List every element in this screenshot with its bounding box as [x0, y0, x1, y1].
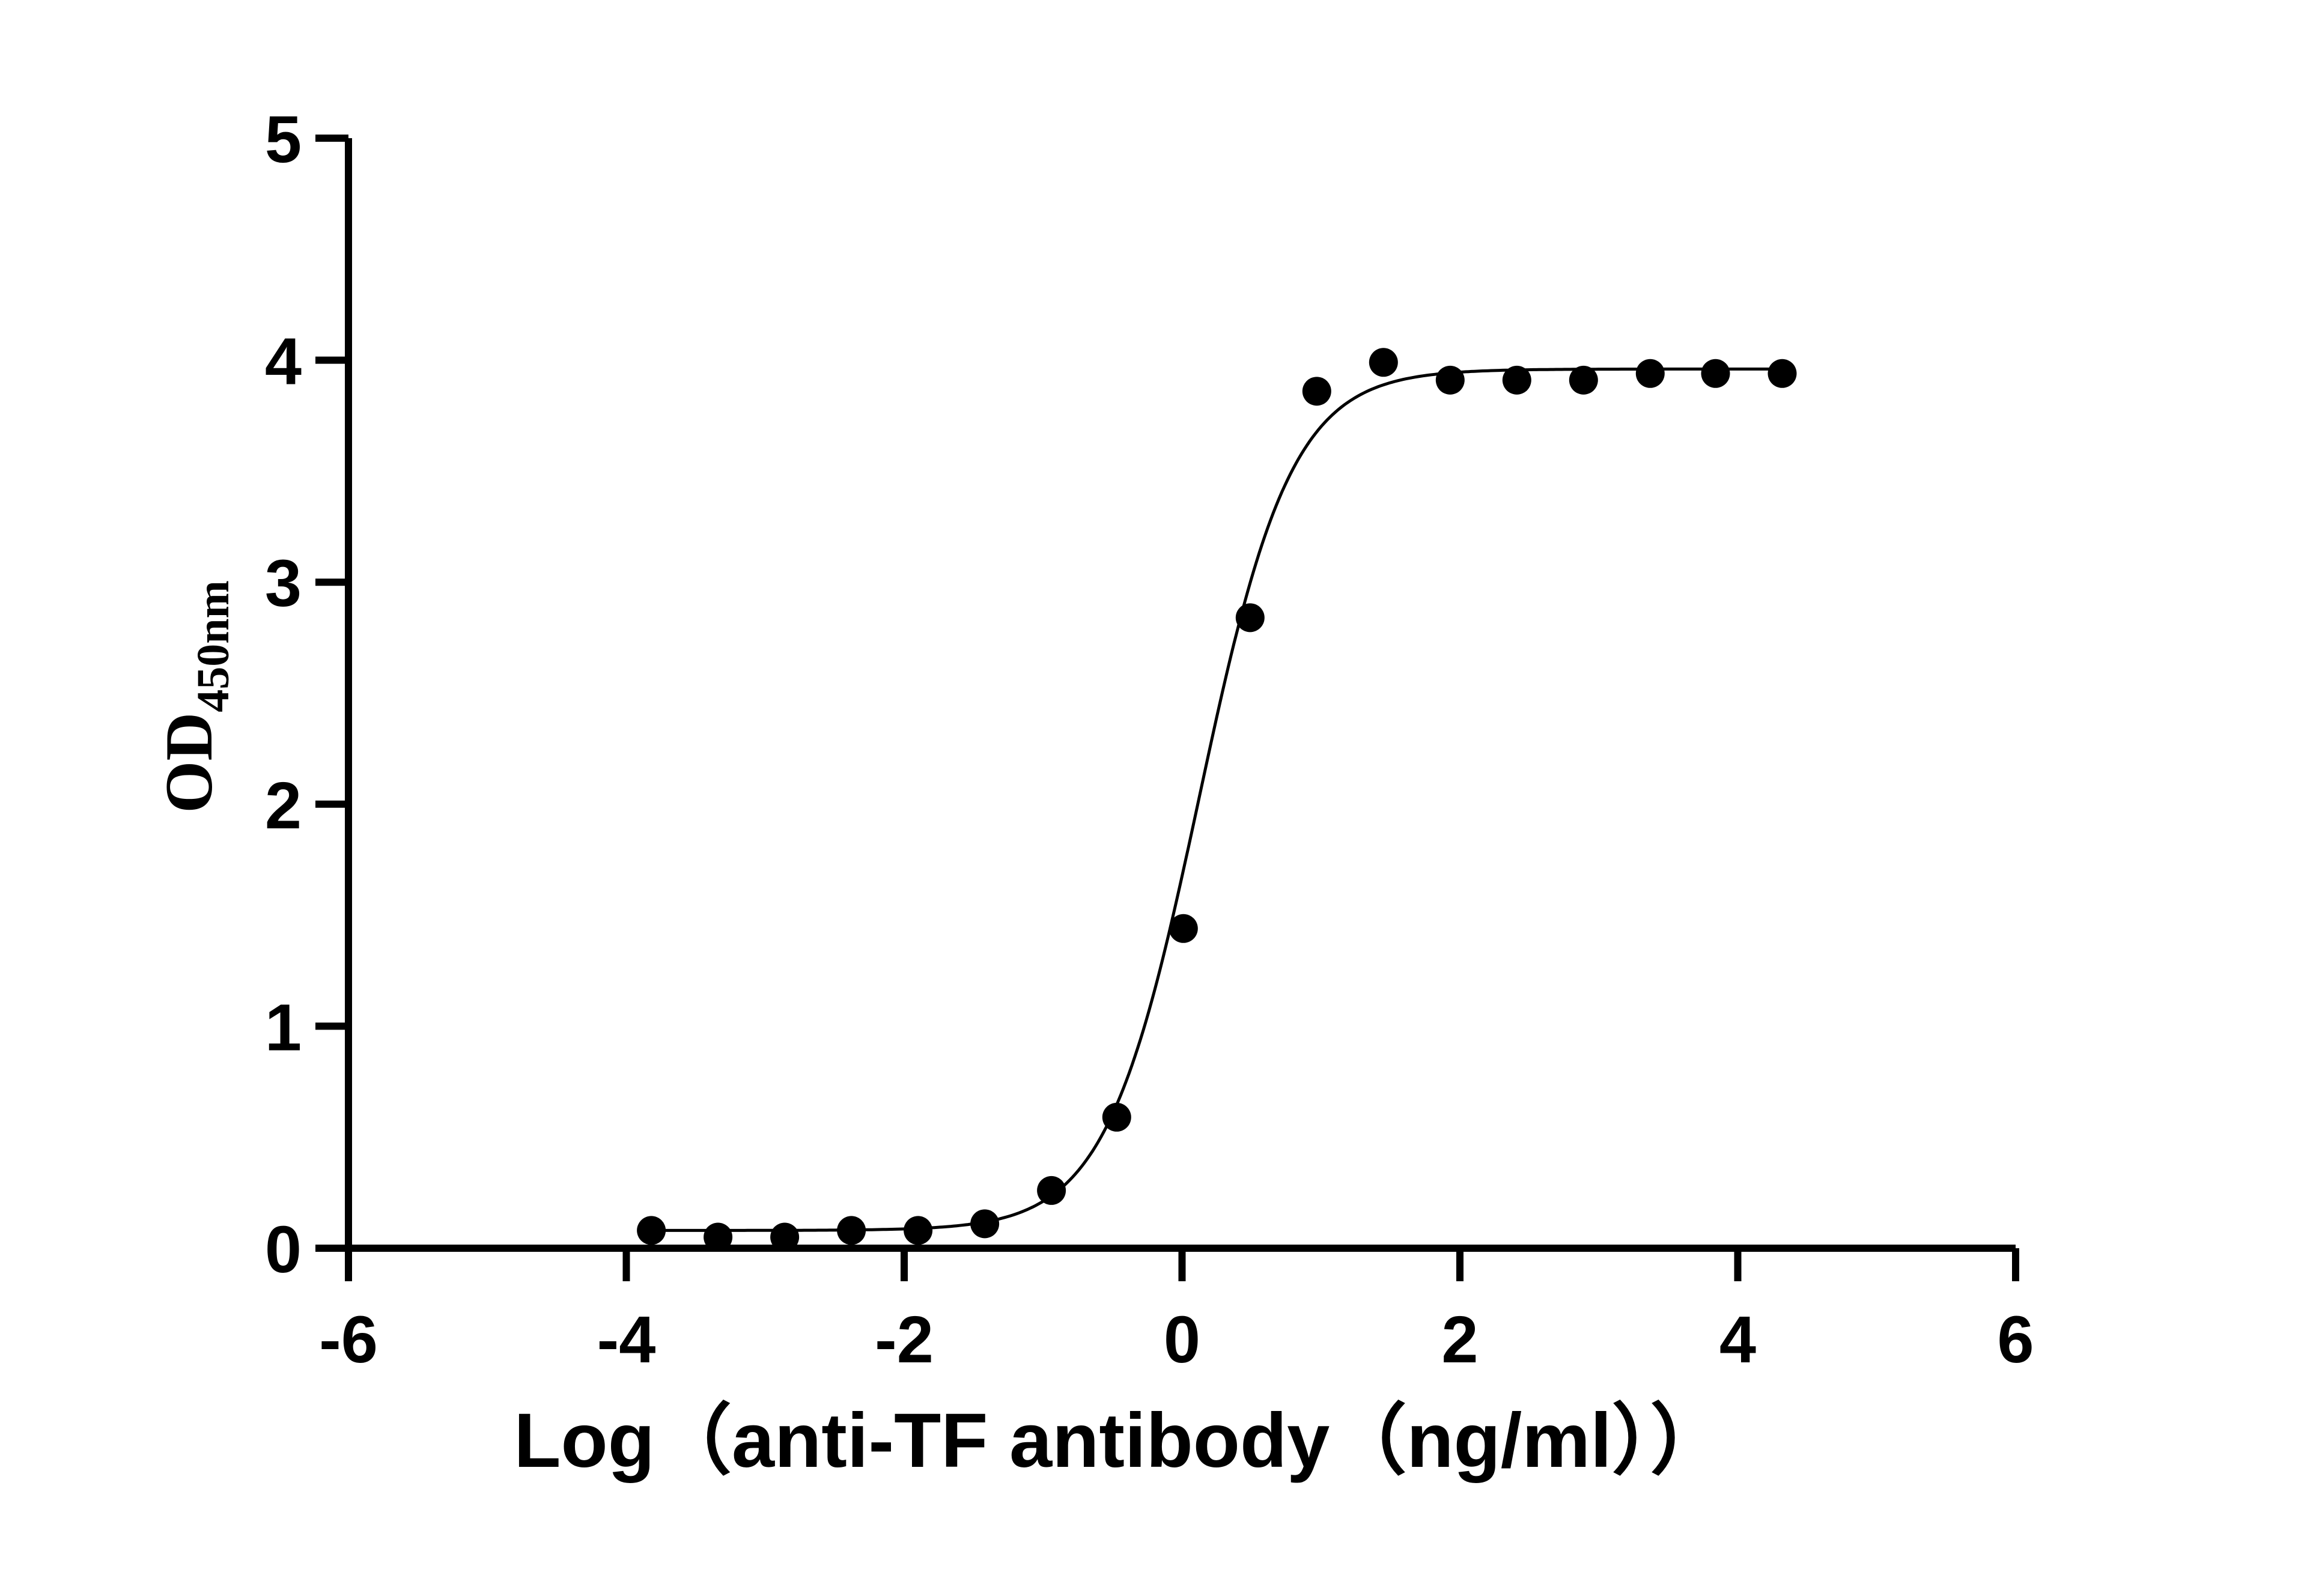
x-tick-label: 2 — [1441, 1303, 1478, 1377]
x-tick-label: 0 — [1164, 1303, 1200, 1377]
data-point — [770, 1222, 800, 1252]
y-axis-label-main: OD — [152, 712, 226, 813]
data-point — [1767, 359, 1797, 388]
data-point — [1235, 603, 1265, 633]
data-point — [1635, 359, 1665, 388]
data-point — [1102, 1102, 1131, 1132]
x-tick-label: 6 — [1997, 1303, 2034, 1377]
data-point — [1435, 365, 1465, 395]
svg-text:OD450nm: OD450nm — [152, 580, 239, 813]
axes: -6 -4 -2 0 2 4 6 0 1 2 3 4 5 — [265, 103, 2034, 1377]
fit-curve — [651, 367, 1783, 1232]
x-tick-label: 4 — [1719, 1303, 1756, 1377]
y-tick-label: 2 — [265, 769, 302, 843]
y-axis-label-subscript: 450nm — [188, 580, 239, 712]
data-points-layer — [637, 348, 1797, 1252]
data-point — [1302, 377, 1331, 406]
data-point — [704, 1222, 733, 1252]
y-tick-label: 3 — [265, 547, 302, 620]
y-tick-label: 5 — [265, 103, 302, 177]
y-tick-label: 4 — [265, 325, 302, 399]
data-point — [1169, 914, 1198, 943]
data-point — [837, 1216, 866, 1245]
data-point — [1701, 359, 1730, 388]
data-point — [1037, 1176, 1066, 1205]
x-ticks: -6 -4 -2 0 2 4 6 — [319, 1248, 2034, 1377]
data-point — [637, 1216, 666, 1245]
data-point — [1569, 365, 1598, 395]
y-ticks: 0 1 2 3 4 5 — [265, 103, 348, 1287]
data-point — [1502, 365, 1531, 395]
x-tick-label: -2 — [875, 1303, 934, 1377]
data-point — [970, 1209, 1000, 1239]
fit-curve-layer — [651, 367, 1783, 1232]
y-tick-label: 0 — [265, 1213, 302, 1287]
y-tick-label: 1 — [265, 991, 302, 1064]
x-axis-label: Log（anti-TF antibody（ng/ml）） — [514, 1398, 1727, 1484]
x-tick-label: -4 — [597, 1303, 656, 1377]
data-point — [1369, 348, 1398, 377]
x-tick-label: -6 — [319, 1303, 378, 1377]
y-axis-label: OD450nm — [152, 580, 239, 813]
data-point — [904, 1216, 933, 1245]
